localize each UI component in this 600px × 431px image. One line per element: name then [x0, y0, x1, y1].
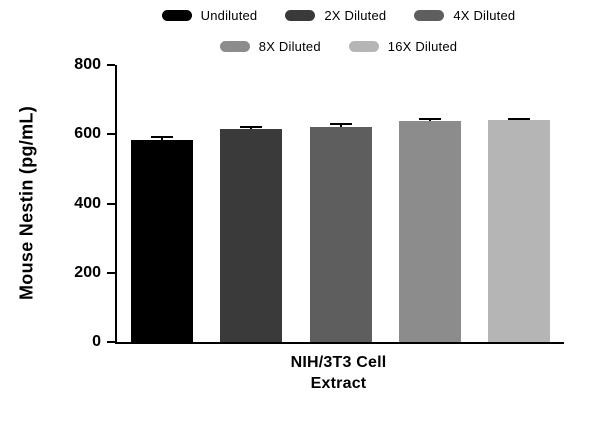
bar-2x-diluted: [220, 128, 283, 342]
y-axis-tick-label-0: 0: [92, 333, 101, 350]
legend-item-undiluted: Undiluted: [161, 8, 258, 23]
x-axis-title: NIH/3T3 Cell Extract: [115, 352, 562, 394]
error-bar-4x-diluted: [339, 124, 342, 127]
legend-item-2x-diluted: 2X Diluted: [285, 8, 386, 23]
x-axis-title-line-2: Extract: [310, 375, 367, 392]
y-axis-tick-600: [107, 133, 115, 136]
error-bar-cap-16x-diluted: [508, 118, 531, 120]
legend-item-16x-diluted: 16X Diluted: [348, 39, 458, 54]
y-axis-tick-label-600: 600: [74, 125, 101, 143]
y-axis-tick-200: [107, 271, 115, 274]
legend-swatch-undiluted: [161, 10, 192, 21]
legend-swatch-2x-diluted: [285, 10, 316, 21]
chart-legend: Undiluted 2X Diluted 4X Diluted 8X Diluted 1…: [115, 8, 562, 54]
y-axis-tick-label-800: 800: [74, 56, 101, 73]
error-bar-cap-8x-diluted: [418, 118, 441, 121]
legend-swatch-16x-diluted: [348, 41, 379, 52]
error-bar-undiluted: [160, 137, 163, 141]
legend-label-8x-diluted: 8X Diluted: [258, 39, 321, 54]
legend-item-8x-diluted: 8X Diluted: [219, 39, 321, 54]
x-axis-title-line-1: NIH/3T3 Cell: [290, 354, 387, 371]
legend-swatch-4x-diluted: [414, 10, 445, 21]
plot-area: 0 200 400 600 800: [74, 56, 564, 350]
y-axis-tick-400: [107, 202, 115, 205]
legend-item-4x-diluted: 4X Diluted: [414, 8, 515, 23]
legend-swatch-8x-diluted: [219, 41, 250, 52]
error-bar-cap-4x-diluted: [329, 123, 352, 126]
bar-4x-diluted: [309, 126, 372, 342]
bar-8x-diluted: [398, 121, 461, 342]
legend-label-16x-diluted: 16X Diluted: [387, 39, 458, 54]
y-axis-tick-label-400: 400: [74, 194, 101, 212]
y-axis-tick-0: [107, 341, 115, 343]
y-axis-title: Mouse Nestin (pg/mL): [16, 106, 37, 300]
bar-16x-diluted: [488, 120, 551, 342]
error-bar-cap-undiluted: [150, 136, 173, 139]
legend-label-2x-diluted: 2X Diluted: [324, 8, 387, 23]
error-bar-cap-2x-diluted: [240, 125, 263, 128]
legend-label-undiluted: Undiluted: [200, 8, 258, 23]
y-axis-tick-800: [107, 64, 115, 66]
y-axis-tick-label-200: 200: [74, 263, 101, 281]
legend-label-4x-diluted: 4X Diluted: [453, 8, 516, 23]
bar-undiluted: [130, 140, 193, 342]
